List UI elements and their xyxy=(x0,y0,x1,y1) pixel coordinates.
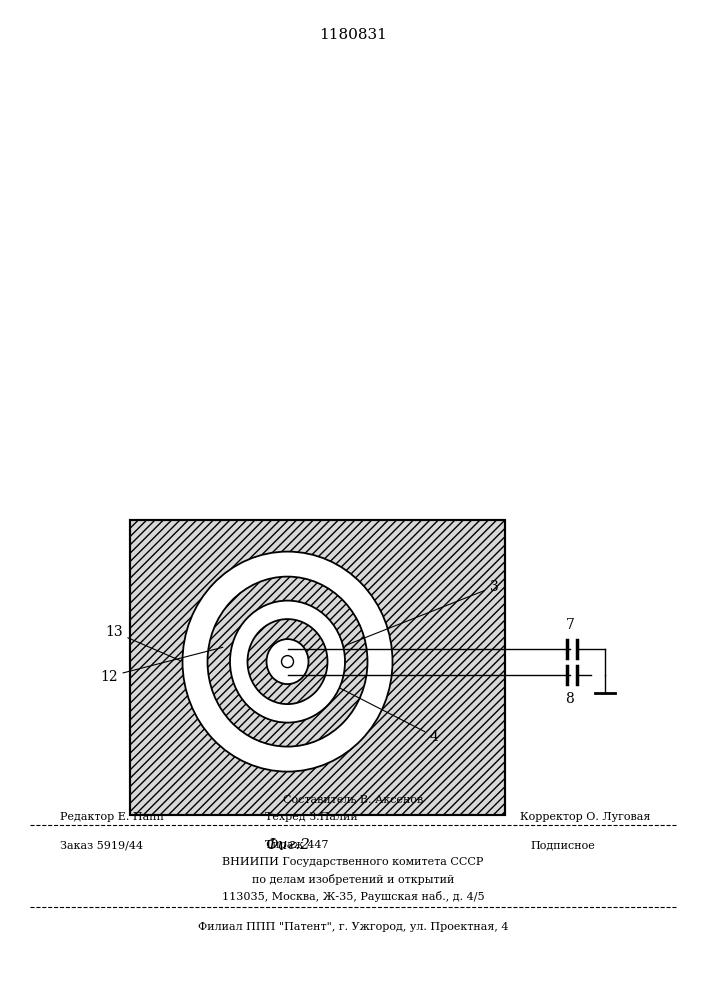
Text: Подписное: Подписное xyxy=(530,840,595,850)
Bar xyxy=(130,520,505,815)
Text: 3: 3 xyxy=(345,580,498,646)
Text: Фиг.2: Фиг.2 xyxy=(265,838,310,852)
Text: 1180831: 1180831 xyxy=(319,28,387,42)
Ellipse shape xyxy=(247,619,327,704)
Text: Филиал ППП "Патент", г. Ужгород, ул. Проектная, 4: Филиал ППП "Патент", г. Ужгород, ул. Про… xyxy=(198,922,508,932)
Text: 7: 7 xyxy=(566,618,574,632)
Text: 13: 13 xyxy=(105,625,180,660)
Bar xyxy=(130,520,505,815)
Text: 113035, Москва, Ж-35, Раушская наб., д. 4/5: 113035, Москва, Ж-35, Раушская наб., д. … xyxy=(222,891,484,902)
Ellipse shape xyxy=(230,601,345,723)
Ellipse shape xyxy=(267,639,308,684)
Text: 4: 4 xyxy=(320,678,439,744)
Text: Корректор О. Луговая: Корректор О. Луговая xyxy=(520,812,650,822)
Text: Техред З.Палий: Техред З.Палий xyxy=(265,812,358,822)
Ellipse shape xyxy=(281,656,293,668)
Ellipse shape xyxy=(207,577,368,747)
Text: Заказ 5919/44: Заказ 5919/44 xyxy=(60,840,143,850)
Text: по делам изобретений и открытий: по делам изобретений и открытий xyxy=(252,874,454,885)
Ellipse shape xyxy=(182,552,392,772)
Text: Тираж 447: Тираж 447 xyxy=(265,840,329,850)
Text: 8: 8 xyxy=(566,692,574,706)
Text: Редактор Е. Папп: Редактор Е. Папп xyxy=(60,812,164,822)
Text: 12: 12 xyxy=(100,647,223,684)
Text: Составитель В. Аксенов: Составитель В. Аксенов xyxy=(283,795,423,805)
Text: ВНИИПИ Государственного комитета СССР: ВНИИПИ Государственного комитета СССР xyxy=(222,857,484,867)
